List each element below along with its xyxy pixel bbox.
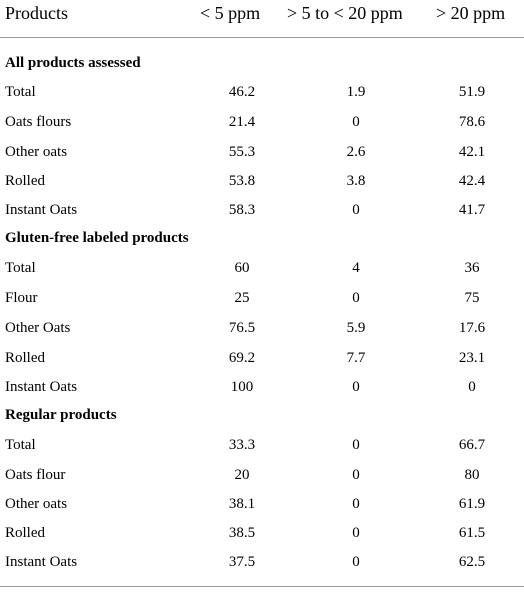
table-row: Flour 25 0 75 xyxy=(0,290,524,319)
table-row: Oats flours 21.4 0 78.6 xyxy=(0,114,524,143)
row-label: Other Oats xyxy=(5,320,71,336)
row-label: Oats flour xyxy=(5,467,66,483)
table-row: Instant Oats 37.5 0 62.5 xyxy=(0,554,524,583)
cell-lt5: 20 xyxy=(234,467,250,483)
section-heading: Regular products xyxy=(5,407,117,423)
cell-gt20: 80 xyxy=(464,467,480,483)
cell-lt5: 69.2 xyxy=(228,350,256,366)
row-label: Rolled xyxy=(5,525,45,541)
table-row: Instant Oats 58.3 0 41.7 xyxy=(0,202,524,231)
cell-gt20: 61.5 xyxy=(458,525,486,541)
row-label: Flour xyxy=(5,290,38,306)
cell-lt5: 33.3 xyxy=(228,437,256,453)
row-label: Rolled xyxy=(5,350,45,366)
cell-gt20: 66.7 xyxy=(458,437,486,453)
cell-5to20: 0 xyxy=(352,525,360,541)
table-header: Products < 5 ppm > 5 to < 20 ppm > 20 pp… xyxy=(0,0,524,37)
cell-lt5: 58.3 xyxy=(228,202,256,218)
cell-lt5: 46.2 xyxy=(228,84,256,100)
row-label: Rolled xyxy=(5,173,45,189)
cell-gt20: 78.6 xyxy=(458,114,486,130)
cell-lt5: 38.5 xyxy=(228,525,256,541)
cell-gt20: 42.4 xyxy=(458,173,486,189)
cell-lt5: 100 xyxy=(230,379,254,395)
table-row: Rolled 53.8 3.8 42.4 xyxy=(0,173,524,202)
cell-5to20: 5.9 xyxy=(346,320,366,336)
cell-lt5: 76.5 xyxy=(228,320,256,336)
cell-5to20: 1.9 xyxy=(346,84,366,100)
row-label: Other oats xyxy=(5,496,68,512)
cell-lt5: 25 xyxy=(234,290,250,306)
header-col-gt20: > 20 ppm xyxy=(436,3,506,23)
cell-lt5: 55.3 xyxy=(228,144,256,160)
cell-5to20: 0 xyxy=(352,290,360,306)
row-label: Instant Oats xyxy=(5,379,78,395)
row-label: Oats flours xyxy=(5,114,72,130)
header-col-5to20: > 5 to < 20 ppm xyxy=(287,3,403,23)
cell-lt5: 21.4 xyxy=(228,114,256,130)
row-label: Total xyxy=(5,260,36,276)
cell-5to20: 0 xyxy=(352,379,360,395)
cell-gt20: 23.1 xyxy=(458,350,486,366)
table-row: Rolled 69.2 7.7 23.1 xyxy=(0,350,524,379)
header-divider xyxy=(0,37,524,38)
section-heading: All products assessed xyxy=(5,55,141,71)
cell-lt5: 38.1 xyxy=(228,496,256,512)
cell-5to20: 0 xyxy=(352,467,360,483)
table-row: Instant Oats 100 0 0 xyxy=(0,379,524,408)
cell-gt20: 17.6 xyxy=(458,320,486,336)
table-row: Rolled 38.5 0 61.5 xyxy=(0,525,524,554)
row-label: Total xyxy=(5,437,36,453)
cell-lt5: 53.8 xyxy=(228,173,256,189)
header-products: Products xyxy=(5,3,68,23)
row-label: Instant Oats xyxy=(5,202,78,218)
cell-5to20: 0 xyxy=(352,554,360,570)
table-row: Total 46.2 1.9 51.9 xyxy=(0,84,524,113)
cell-gt20: 0 xyxy=(468,379,476,395)
table-row: Other Oats 76.5 5.9 17.6 xyxy=(0,320,524,349)
cell-5to20: 7.7 xyxy=(346,350,366,366)
cell-5to20: 2.6 xyxy=(346,144,366,160)
table-row: Oats flour 20 0 80 xyxy=(0,467,524,496)
cell-gt20: 51.9 xyxy=(458,84,486,100)
cell-5to20: 3.8 xyxy=(346,173,366,189)
row-label: Instant Oats xyxy=(5,554,78,570)
cell-lt5: 60 xyxy=(234,260,250,276)
cell-lt5: 37.5 xyxy=(228,554,256,570)
header-col-lt5: < 5 ppm xyxy=(200,3,261,23)
cell-gt20: 61.9 xyxy=(458,496,486,512)
cell-5to20: 0 xyxy=(352,114,360,130)
table-row: Total 33.3 0 66.7 xyxy=(0,437,524,466)
row-label: Other oats xyxy=(5,144,68,160)
cell-5to20: 4 xyxy=(352,260,360,276)
cell-5to20: 0 xyxy=(352,437,360,453)
table-bottom-rule xyxy=(0,586,524,587)
table-row: Total 60 4 36 xyxy=(0,260,524,289)
cell-gt20: 41.7 xyxy=(458,202,486,218)
cell-5to20: 0 xyxy=(352,496,360,512)
cell-5to20: 0 xyxy=(352,202,360,218)
table-row: Other oats 55.3 2.6 42.1 xyxy=(0,144,524,173)
row-label: Total xyxy=(5,84,36,100)
section-heading: Gluten-free labeled products xyxy=(5,230,189,246)
cell-gt20: 36 xyxy=(464,260,480,276)
cell-gt20: 75 xyxy=(464,290,480,306)
cell-gt20: 62.5 xyxy=(458,554,486,570)
table-row: Other oats 38.1 0 61.9 xyxy=(0,496,524,525)
cell-gt20: 42.1 xyxy=(458,144,486,160)
